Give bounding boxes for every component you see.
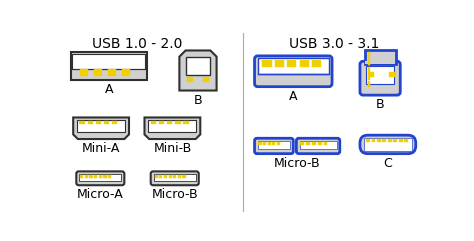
Bar	[164, 175, 167, 178]
Bar	[80, 69, 88, 76]
Text: Micro-B: Micro-B	[151, 188, 198, 201]
Bar	[182, 175, 186, 178]
Bar	[178, 175, 181, 178]
Bar	[262, 60, 272, 67]
Bar	[108, 175, 111, 178]
Bar	[258, 58, 329, 74]
Bar	[159, 175, 162, 178]
Bar	[94, 175, 97, 178]
Bar	[273, 142, 275, 145]
Bar	[154, 174, 196, 181]
Text: A: A	[289, 90, 298, 103]
Bar	[263, 142, 266, 145]
Bar	[365, 50, 396, 64]
Bar	[175, 121, 181, 124]
Polygon shape	[179, 50, 217, 91]
FancyBboxPatch shape	[76, 171, 124, 185]
Bar	[366, 66, 394, 84]
Bar	[368, 67, 370, 73]
Bar	[372, 139, 375, 142]
Text: Mini-A: Mini-A	[82, 142, 120, 155]
Bar	[151, 121, 156, 124]
Bar	[80, 121, 85, 124]
Bar	[312, 142, 316, 145]
Bar	[277, 142, 280, 145]
FancyBboxPatch shape	[255, 56, 332, 87]
Bar	[368, 59, 370, 66]
Bar	[404, 139, 408, 142]
Bar	[306, 142, 310, 145]
Bar	[368, 74, 370, 80]
Bar	[388, 139, 392, 142]
FancyBboxPatch shape	[296, 138, 340, 154]
FancyBboxPatch shape	[255, 138, 293, 154]
Bar	[122, 69, 130, 76]
FancyBboxPatch shape	[151, 171, 199, 185]
Bar	[377, 139, 381, 142]
Bar	[368, 72, 374, 77]
Text: USB 3.0 - 3.1: USB 3.0 - 3.1	[289, 37, 380, 51]
Bar	[368, 81, 370, 87]
Bar	[300, 142, 304, 145]
Bar	[73, 54, 145, 69]
Bar	[112, 121, 118, 124]
Bar	[393, 139, 397, 142]
FancyBboxPatch shape	[360, 135, 416, 154]
Bar	[85, 175, 88, 178]
Bar	[99, 175, 102, 178]
Bar	[364, 138, 412, 151]
Text: USB 1.0 - 2.0: USB 1.0 - 2.0	[91, 37, 182, 51]
Bar	[108, 69, 116, 76]
Polygon shape	[145, 117, 201, 139]
Bar	[148, 120, 196, 132]
Bar	[258, 141, 290, 149]
Bar	[96, 121, 101, 124]
Bar	[275, 60, 284, 67]
Bar	[383, 139, 386, 142]
Bar	[186, 57, 210, 75]
Bar	[318, 142, 321, 145]
Bar	[368, 52, 370, 58]
Bar	[312, 60, 321, 67]
Text: Micro-A: Micro-A	[77, 188, 124, 201]
Bar	[399, 139, 402, 142]
Bar	[169, 175, 172, 178]
Bar	[300, 60, 309, 67]
Bar	[159, 121, 164, 124]
FancyBboxPatch shape	[360, 61, 400, 95]
Bar	[80, 175, 83, 178]
Bar	[390, 72, 396, 77]
Text: C: C	[383, 157, 392, 170]
Bar	[80, 174, 121, 181]
Text: B: B	[194, 94, 202, 107]
Bar	[173, 175, 176, 178]
Bar	[77, 120, 125, 132]
Polygon shape	[73, 117, 129, 139]
Bar	[287, 60, 296, 67]
Bar	[167, 121, 173, 124]
Bar	[88, 121, 93, 124]
Bar	[71, 52, 147, 80]
Bar	[187, 77, 193, 82]
Bar	[202, 77, 209, 82]
Text: Micro-B: Micro-B	[274, 157, 320, 170]
Bar	[103, 175, 107, 178]
Bar	[258, 142, 262, 145]
Bar	[365, 61, 395, 64]
Bar	[104, 121, 109, 124]
Bar	[183, 121, 189, 124]
Bar	[324, 142, 328, 145]
Bar	[268, 142, 271, 145]
Bar	[366, 139, 370, 142]
Text: A: A	[105, 83, 113, 96]
Bar	[94, 69, 102, 76]
Bar	[155, 175, 158, 178]
Text: Mini-B: Mini-B	[153, 142, 191, 155]
Bar	[90, 175, 92, 178]
Bar	[300, 141, 337, 149]
Text: B: B	[376, 98, 384, 111]
